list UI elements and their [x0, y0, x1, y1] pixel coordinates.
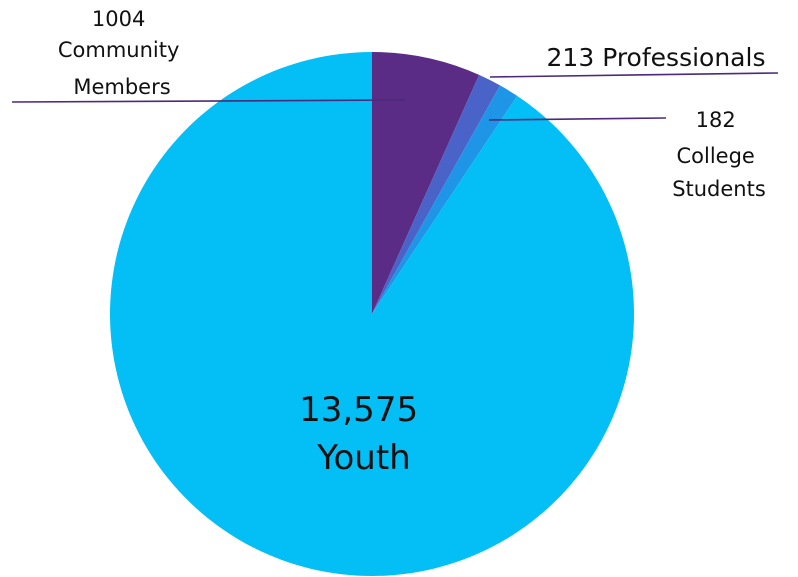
leader-lines [11, 72, 779, 121]
label-college-students: 182 College Students [672, 108, 766, 201]
label-youth: 13,575 Youth [299, 390, 429, 478]
label-community-members: 1004 Community Members [58, 7, 186, 99]
slice-professionals [372, 74, 501, 314]
slice-youth [110, 52, 635, 576]
leader-line-community-members [11, 99, 406, 103]
label-college-students-line3: Students [672, 177, 766, 201]
label-community-members-line3: Members [73, 75, 170, 99]
label-college-students-value: 182 [696, 108, 736, 132]
label-youth-name: Youth [316, 438, 410, 478]
slice-college-students [372, 85, 518, 315]
pie-slices [110, 52, 635, 576]
label-community-members-value: 1004 [92, 7, 145, 31]
label-college-students-line2: College [676, 144, 754, 168]
label-professionals: 213 Professionals [547, 43, 766, 72]
leader-line-college-students [488, 117, 667, 121]
label-youth-value: 13,575 [299, 390, 418, 430]
label-community-members-line2: Community [58, 38, 180, 62]
slice-community-members [372, 52, 480, 314]
leader-line-professionals [489, 72, 779, 78]
